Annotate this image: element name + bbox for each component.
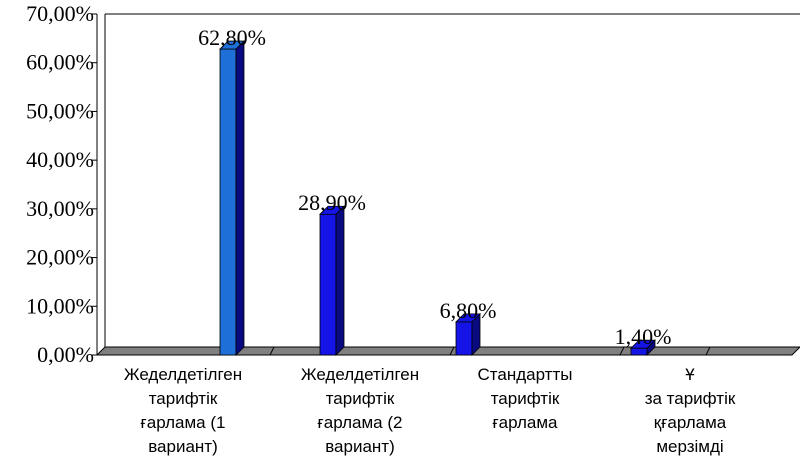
bar-top bbox=[319, 205, 345, 215]
bar-front bbox=[630, 347, 648, 356]
y-tick-label: 40,00% bbox=[26, 147, 94, 172]
bar-front bbox=[319, 213, 337, 356]
bar-top bbox=[219, 40, 245, 50]
y-tick-label: 30,00% bbox=[26, 196, 94, 221]
x-tick-label: Жеделдетілген тарифтік ғарлама (2 вариант) bbox=[301, 365, 419, 456]
bar bbox=[219, 40, 245, 356]
y-tick-label: 60,00% bbox=[26, 50, 94, 75]
floor-divider bbox=[449, 346, 455, 356]
bar-side bbox=[235, 40, 245, 356]
value-label: 28,90% bbox=[298, 190, 366, 215]
y-tick-label: 20,00% bbox=[26, 245, 94, 270]
floor bbox=[95, 346, 800, 356]
floor-divider bbox=[705, 346, 711, 356]
bar bbox=[630, 339, 656, 356]
bar-top bbox=[455, 313, 481, 323]
y-tick-label: 0,00% bbox=[37, 342, 94, 367]
bar-front bbox=[219, 48, 237, 356]
bar-front bbox=[455, 321, 473, 356]
x-tick-label: Стандартты тарифтік ғарлама bbox=[478, 365, 573, 432]
x-tick-label: Жеделдетілген тарифтік ғарлама (1 вариант) bbox=[124, 365, 242, 456]
bar bbox=[319, 205, 345, 356]
y-tick-label: 10,00% bbox=[26, 293, 94, 318]
floor-divider bbox=[619, 346, 625, 356]
bar-side bbox=[335, 205, 345, 356]
y-tick-label: 70,00% bbox=[26, 1, 94, 26]
value-label: 1,40% bbox=[615, 324, 672, 349]
y-tick-label: 50,00% bbox=[26, 98, 94, 123]
bar-top bbox=[630, 339, 656, 349]
floor-divider bbox=[269, 346, 275, 356]
value-label: 62,80% bbox=[198, 25, 266, 50]
value-label: 6,80% bbox=[440, 298, 497, 323]
bar bbox=[455, 312, 481, 356]
